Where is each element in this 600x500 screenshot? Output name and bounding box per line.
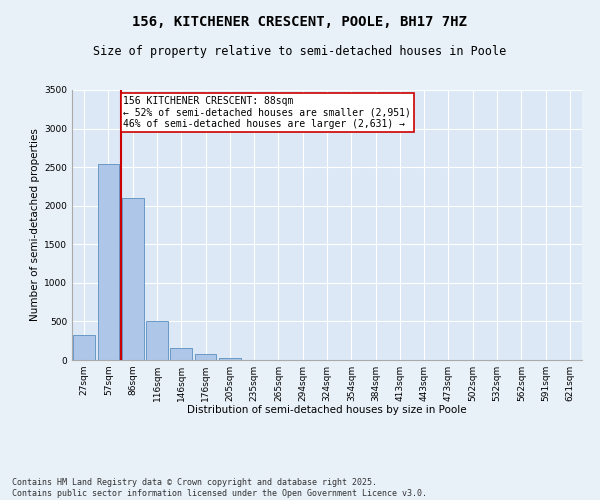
Text: 156 KITCHENER CRESCENT: 88sqm
← 52% of semi-detached houses are smaller (2,951)
: 156 KITCHENER CRESCENT: 88sqm ← 52% of s…	[124, 96, 412, 130]
Bar	[73, 336, 95, 360]
Bar	[170, 348, 192, 360]
Text: 156, KITCHENER CRESCENT, POOLE, BH17 7HZ: 156, KITCHENER CRESCENT, POOLE, BH17 7HZ	[133, 15, 467, 29]
Bar	[194, 354, 217, 360]
Bar	[146, 322, 168, 360]
Y-axis label: Number of semi-detached properties: Number of semi-detached properties	[30, 128, 40, 322]
Bar	[97, 164, 119, 360]
Text: Size of property relative to semi-detached houses in Poole: Size of property relative to semi-detach…	[94, 45, 506, 58]
Bar	[122, 198, 143, 360]
X-axis label: Distribution of semi-detached houses by size in Poole: Distribution of semi-detached houses by …	[187, 406, 467, 415]
Text: Contains HM Land Registry data © Crown copyright and database right 2025.
Contai: Contains HM Land Registry data © Crown c…	[12, 478, 427, 498]
Bar	[219, 358, 241, 360]
